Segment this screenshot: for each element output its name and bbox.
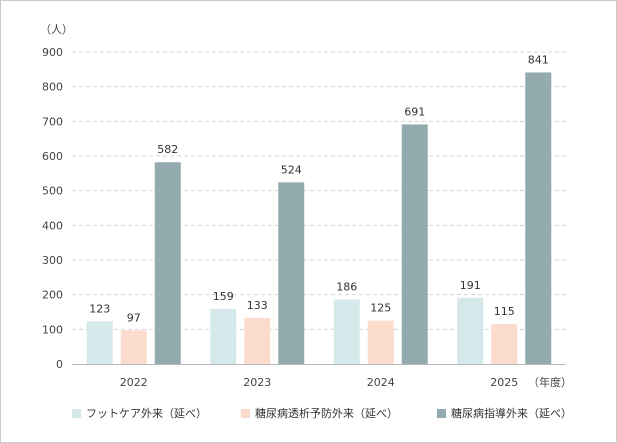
x-axis: 2022 2023 2024 2025	[120, 376, 519, 389]
bar	[367, 320, 394, 364]
bar	[86, 321, 113, 364]
bar	[457, 297, 484, 364]
legend-swatch	[437, 408, 446, 418]
legend-item-foot-care: フットケア外来（延べ）	[72, 405, 207, 421]
y-tick-label: 900	[42, 46, 63, 59]
legend-label: 糖尿病指導外来（延べ）	[451, 407, 572, 420]
y-tick-label: 600	[42, 150, 63, 163]
bar	[491, 324, 518, 364]
bar	[244, 317, 271, 364]
legend-item-dialysis-prevention: 糖尿病透析予防外来（延べ）	[241, 405, 398, 421]
bar	[333, 299, 360, 364]
legend-label: 糖尿病透析予防外来（延べ）	[255, 407, 398, 420]
legend-swatch	[72, 408, 81, 418]
bar-value-label: 186	[336, 281, 357, 294]
bar-value-label: 691	[404, 105, 425, 118]
y-tick-label: 800	[42, 81, 63, 94]
bar-value-label: 191	[460, 279, 481, 292]
bar	[525, 72, 552, 364]
legend-item-diabetes-guidance: 糖尿病指導外来（延べ）	[437, 405, 572, 421]
bar-value-label: 159	[213, 290, 234, 303]
bar-value-label: 115	[494, 305, 515, 318]
bar	[278, 182, 305, 364]
y-tick-label: 200	[42, 289, 63, 302]
bar-value-label: 582	[157, 143, 178, 156]
y-tick-label: 500	[42, 185, 63, 198]
y-axis: 0 100 200 300 400 500 600 700 800 900	[42, 46, 63, 371]
bar	[120, 330, 147, 364]
grid-lines	[72, 51, 566, 365]
legend-swatch	[241, 408, 250, 418]
bar-value-label: 524	[281, 163, 302, 176]
x-tick-label: 2024	[367, 376, 395, 389]
y-tick-label: 400	[42, 219, 63, 232]
y-axis-unit-label: （人）	[40, 23, 73, 36]
bar-value-label: 123	[89, 302, 110, 315]
y-tick-label: 100	[42, 323, 63, 336]
legend: フットケア外来（延べ） 糖尿病透析予防外来（延べ） 糖尿病指導外来（延べ）	[0, 405, 617, 425]
y-tick-label: 700	[42, 115, 63, 128]
bar-value-label: 841	[528, 53, 549, 66]
bar-value-label: 133	[247, 299, 268, 312]
legend-label: フットケア外来（延べ）	[86, 407, 207, 420]
bar-value-label: 125	[370, 302, 391, 315]
x-axis-unit-label: （年度）	[528, 375, 572, 389]
bar	[154, 162, 181, 364]
bars	[86, 72, 552, 364]
x-tick-label: 2023	[243, 376, 271, 389]
bar-value-label: 97	[127, 311, 141, 324]
bar	[210, 308, 237, 364]
x-tick-label: 2025	[490, 376, 518, 389]
bar	[401, 124, 428, 364]
y-tick-label: 0	[56, 358, 63, 371]
y-tick-label: 300	[42, 254, 63, 267]
value-labels: 123 97 582 159 133 524 186 125 691 191 115 841	[89, 53, 549, 324]
x-tick-label: 2022	[120, 376, 148, 389]
